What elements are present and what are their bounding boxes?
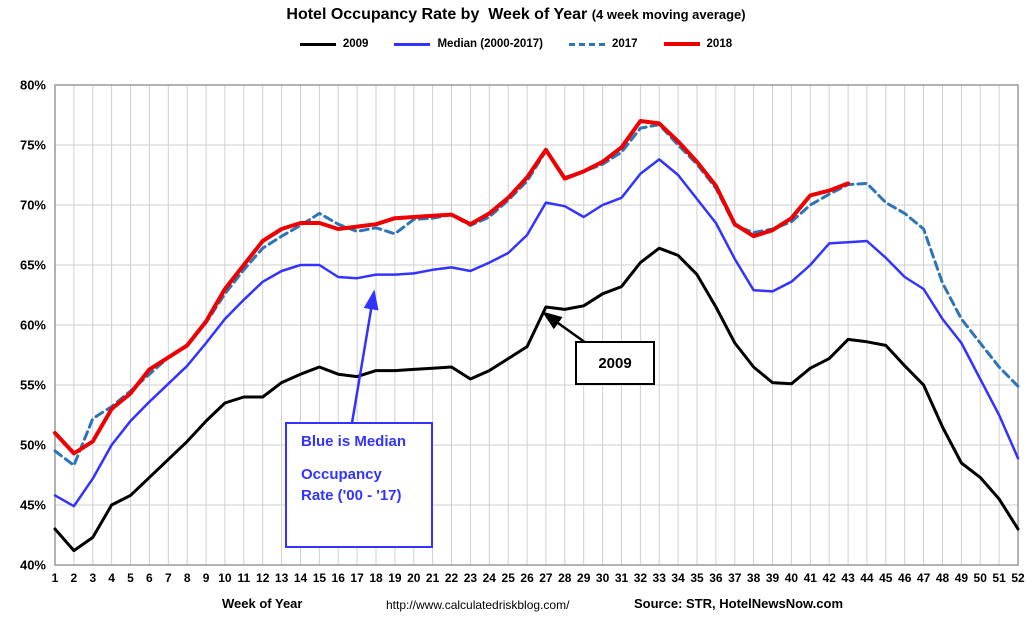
x-tick-label: 24	[483, 571, 497, 585]
y-tick-label: 55%	[20, 378, 46, 393]
x-tick-label: 23	[464, 571, 478, 585]
y-tick-label: 45%	[20, 498, 46, 513]
x-axis-title: Week of Year	[222, 596, 303, 611]
y-tick-label: 75%	[20, 138, 46, 153]
x-tick-label: 2	[71, 571, 78, 585]
y-tick-label: 60%	[20, 318, 46, 333]
source-credit: Source: STR, HotelNewsNow.com	[634, 596, 843, 611]
x-tick-label: 42	[823, 571, 837, 585]
chart-legend: 2009 Median (2000-2017) 2017 2018	[0, 38, 1032, 50]
x-tick-label: 27	[539, 571, 553, 585]
x-tick-label: 49	[955, 571, 969, 585]
x-tick-label: 12	[256, 571, 270, 585]
series-line-2018	[53, 119, 851, 456]
chart-title: Hotel Occupancy Rate by Week of Year (4 …	[0, 6, 1032, 24]
x-tick-label: 21	[426, 571, 440, 585]
x-tick-label: 25	[502, 571, 516, 585]
x-tick-label: 33	[653, 571, 667, 585]
x-tick-label: 29	[577, 571, 591, 585]
x-tick-label: 37	[728, 571, 742, 585]
x-tick-label: 36	[709, 571, 723, 585]
legend-item-2018: 2018	[663, 38, 733, 50]
x-tick-label: 6	[146, 571, 153, 585]
x-tick-label: 17	[350, 571, 364, 585]
legend-label-2018: 2018	[706, 38, 733, 50]
x-tick-label: 1	[52, 571, 59, 585]
x-tick-label: 39	[766, 571, 780, 585]
legend-swatch-2017	[568, 42, 605, 46]
x-tick-label: 14	[294, 571, 308, 585]
x-tick-label: 50	[974, 571, 988, 585]
x-tick-label: 15	[313, 571, 327, 585]
annotation-median-box: Blue is Median Occupancy Rate ('00 - '17…	[285, 422, 433, 548]
x-tick-label: 43	[841, 571, 855, 585]
x-tick-label: 45	[879, 571, 893, 585]
y-tick-label: 80%	[20, 78, 46, 93]
annotation-median-line2: Occupancy	[301, 466, 382, 483]
annotation-2009-label: 2009	[598, 354, 632, 372]
y-tick-label: 70%	[20, 198, 46, 213]
y-tick-label: 65%	[20, 258, 46, 273]
x-tick-label: 51	[992, 571, 1006, 585]
chart-title-sub: (4 week moving average)	[591, 7, 746, 22]
x-tick-label: 48	[936, 571, 950, 585]
x-tick-label: 26	[520, 571, 534, 585]
series-line-2009	[53, 246, 1020, 553]
annotation-median-line3: Rate ('00 - '17)	[301, 487, 402, 504]
x-tick-label: 31	[615, 571, 629, 585]
x-tick-label: 4	[108, 571, 115, 585]
x-tick-label: 20	[407, 571, 421, 585]
annotation-median-line1: Blue is Median	[301, 433, 407, 450]
y-tick-label: 50%	[20, 438, 46, 453]
x-tick-label: 19	[388, 571, 402, 585]
x-tick-label: 18	[369, 571, 383, 585]
x-tick-label: 47	[917, 571, 931, 585]
x-tick-label: 22	[445, 571, 459, 585]
annotation-arrow-2009	[541, 311, 587, 345]
x-tick-label: 11	[237, 571, 250, 585]
x-tick-label: 16	[332, 571, 346, 585]
y-tick-label: 40%	[20, 558, 46, 573]
legend-label-median: Median (2000-2017)	[437, 38, 543, 50]
x-tick-label: 32	[634, 571, 648, 585]
legend-swatch-2018	[663, 42, 700, 46]
chart-title-main: Hotel Occupancy Rate by Week of Year	[286, 6, 592, 23]
legend-swatch-2009	[299, 42, 336, 46]
legend-label-2009: 2009	[342, 38, 369, 50]
x-tick-label: 3	[89, 571, 96, 585]
x-tick-label: 35	[690, 571, 704, 585]
legend-item-2009: 2009	[299, 38, 369, 50]
annotation-arrow-median	[350, 289, 379, 424]
legend-item-2017: 2017	[568, 38, 638, 50]
x-tick-label: 46	[898, 571, 912, 585]
annotation-2009-box: 2009	[575, 341, 655, 385]
x-tick-label: 38	[747, 571, 761, 585]
x-tick-label: 30	[596, 571, 610, 585]
x-tick-label: 40	[785, 571, 799, 585]
x-tick-label: 13	[275, 571, 289, 585]
legend-swatch-median	[394, 42, 431, 46]
x-tick-label: 52	[1011, 571, 1025, 585]
x-tick-label: 9	[203, 571, 210, 585]
legend-item-median: Median (2000-2017)	[394, 38, 543, 50]
series-line-2017	[53, 123, 1020, 467]
x-tick-label: 8	[184, 571, 191, 585]
x-tick-label: 5	[127, 571, 134, 585]
x-tick-label: 41	[804, 571, 818, 585]
x-tick-label: 10	[218, 571, 232, 585]
x-tick-label: 7	[165, 571, 172, 585]
series-line-median-2000-2017-	[53, 158, 1020, 508]
x-tick-label: 34	[671, 571, 685, 585]
x-tick-label: 44	[860, 571, 874, 585]
x-tick-label: 28	[558, 571, 572, 585]
source-url: http://www.calculatedriskblog.com/	[386, 598, 570, 612]
legend-label-2017: 2017	[611, 38, 638, 50]
